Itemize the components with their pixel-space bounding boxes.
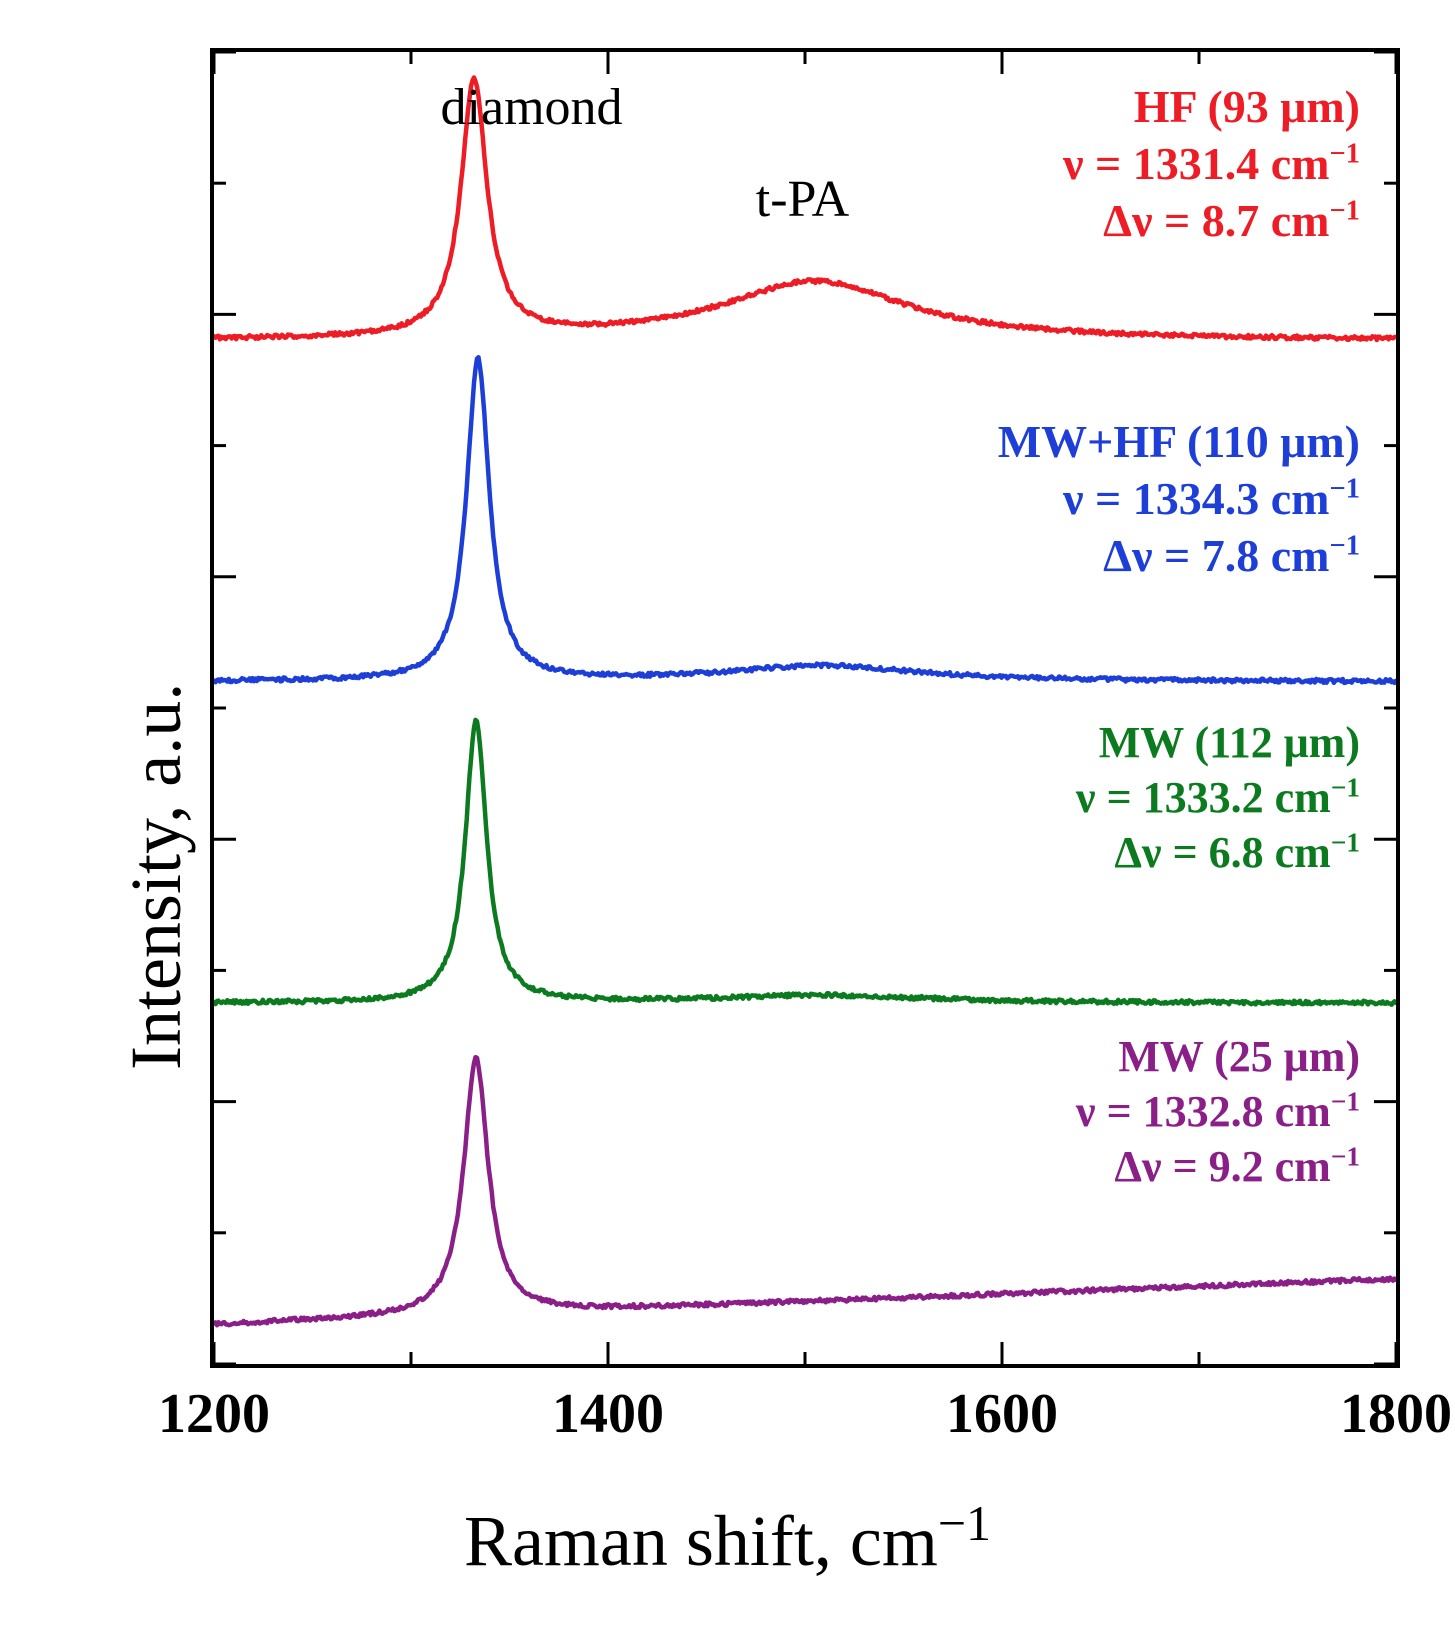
tpa-peak-label: t-PA xyxy=(756,170,849,229)
annotation-mw25-title: MW (25 μm) xyxy=(1076,1029,1360,1084)
annotation-mw112-dnu: Δν = 6.8 cm−1 xyxy=(1076,825,1360,880)
annotation-mwhf-nu: ν = 1334.3 cm−1 xyxy=(998,470,1360,527)
x-tick-1200: 1200 xyxy=(158,1382,270,1446)
x-tick-1400: 1400 xyxy=(552,1382,664,1446)
annotation-mwhf-dnu: Δν = 7.8 cm−1 xyxy=(998,527,1360,584)
diamond-peak-label: diamond xyxy=(441,78,623,137)
annotation-mw112: MW (112 μm)ν = 1333.2 cm−1Δν = 6.8 cm−1 xyxy=(1076,715,1360,880)
annotation-mw25-dnu: Δν = 9.2 cm−1 xyxy=(1076,1139,1360,1194)
annotation-hf-dnu: Δν = 8.7 cm−1 xyxy=(1063,192,1360,249)
x-tick-1800: 1800 xyxy=(1340,1382,1452,1446)
annotation-hf-title: HF (93 μm) xyxy=(1063,78,1360,135)
x-axis-label-base: Raman shift, cm xyxy=(464,1501,938,1581)
x-tick-1600: 1600 xyxy=(946,1382,1058,1446)
annotation-hf-nu: ν = 1331.4 cm−1 xyxy=(1063,135,1360,192)
y-axis-label: Intensity, a.u. xyxy=(115,683,198,1070)
annotation-mw25-nu: ν = 1332.8 cm−1 xyxy=(1076,1084,1360,1139)
x-axis-label: Raman shift, cm−1 xyxy=(0,1500,1455,1583)
raman-figure: Intensity, a.u. Raman shift, cm−1 1200 14… xyxy=(0,0,1455,1641)
annotation-mw25: MW (25 μm)ν = 1332.8 cm−1Δν = 9.2 cm−1 xyxy=(1076,1029,1360,1194)
annotation-mwhf: MW+HF (110 μm)ν = 1334.3 cm−1Δν = 7.8 cm… xyxy=(998,413,1360,584)
x-axis-label-sup: −1 xyxy=(938,1495,991,1551)
annotation-mw112-title: MW (112 μm) xyxy=(1076,715,1360,770)
annotation-hf: HF (93 μm)ν = 1331.4 cm−1Δν = 8.7 cm−1 xyxy=(1063,78,1360,249)
annotation-mw112-nu: ν = 1333.2 cm−1 xyxy=(1076,770,1360,825)
annotation-mwhf-title: MW+HF (110 μm) xyxy=(998,413,1360,470)
